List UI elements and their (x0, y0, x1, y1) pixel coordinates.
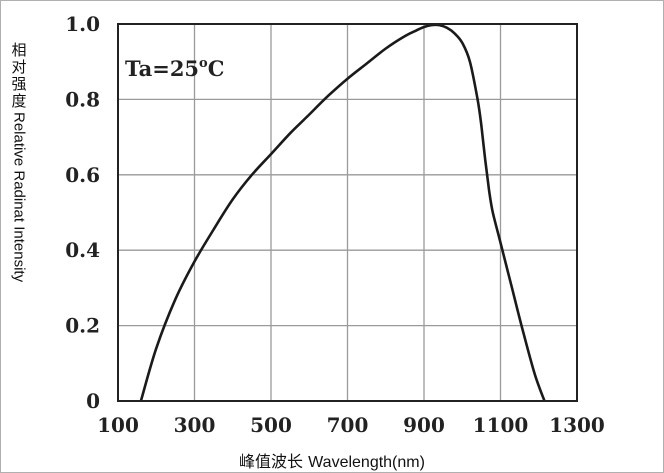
y-axis-label-en: Relative Radinat Intensity (10, 112, 28, 283)
y-tick-labels: 0 0.2 0.4 0.6 0.8 1.0 (65, 12, 100, 413)
x-tick-label: 100 (97, 413, 139, 437)
x-tick-label: 1100 (473, 413, 529, 437)
x-tick-label: 300 (174, 413, 216, 437)
y-axis-label: 相对强度 Relative Radinat Intensity (6, 41, 32, 283)
x-axis-label-zh: 峰值波长 (239, 452, 304, 471)
y-tick-label: 0.2 (65, 314, 100, 338)
curve-layer (139, 23, 546, 402)
x-tick-label: 1300 (549, 413, 605, 437)
x-axis-label: 峰值波长 Wavelength(nm) (0, 448, 664, 472)
temperature-annotation: Ta=25oC (125, 56, 224, 81)
x-tick-label: 500 (250, 413, 292, 437)
spectrum-curve (139, 23, 546, 402)
x-tick-labels: 100 300 500 700 900 1100 1300 (97, 413, 605, 437)
y-tick-label: 0.4 (65, 238, 100, 262)
y-tick-label: 1.0 (65, 12, 100, 36)
x-axis-label-en: Wavelength(nm) (308, 454, 425, 471)
y-tick-label: 0.6 (65, 163, 100, 187)
y-tick-label: 0 (86, 389, 100, 413)
grid (118, 24, 577, 401)
y-tick-label: 0.8 (65, 87, 100, 111)
x-tick-label: 900 (403, 413, 445, 437)
x-tick-label: 700 (327, 413, 369, 437)
y-axis-label-zh: 相对强度 (11, 41, 27, 110)
plot-border (117, 23, 578, 402)
